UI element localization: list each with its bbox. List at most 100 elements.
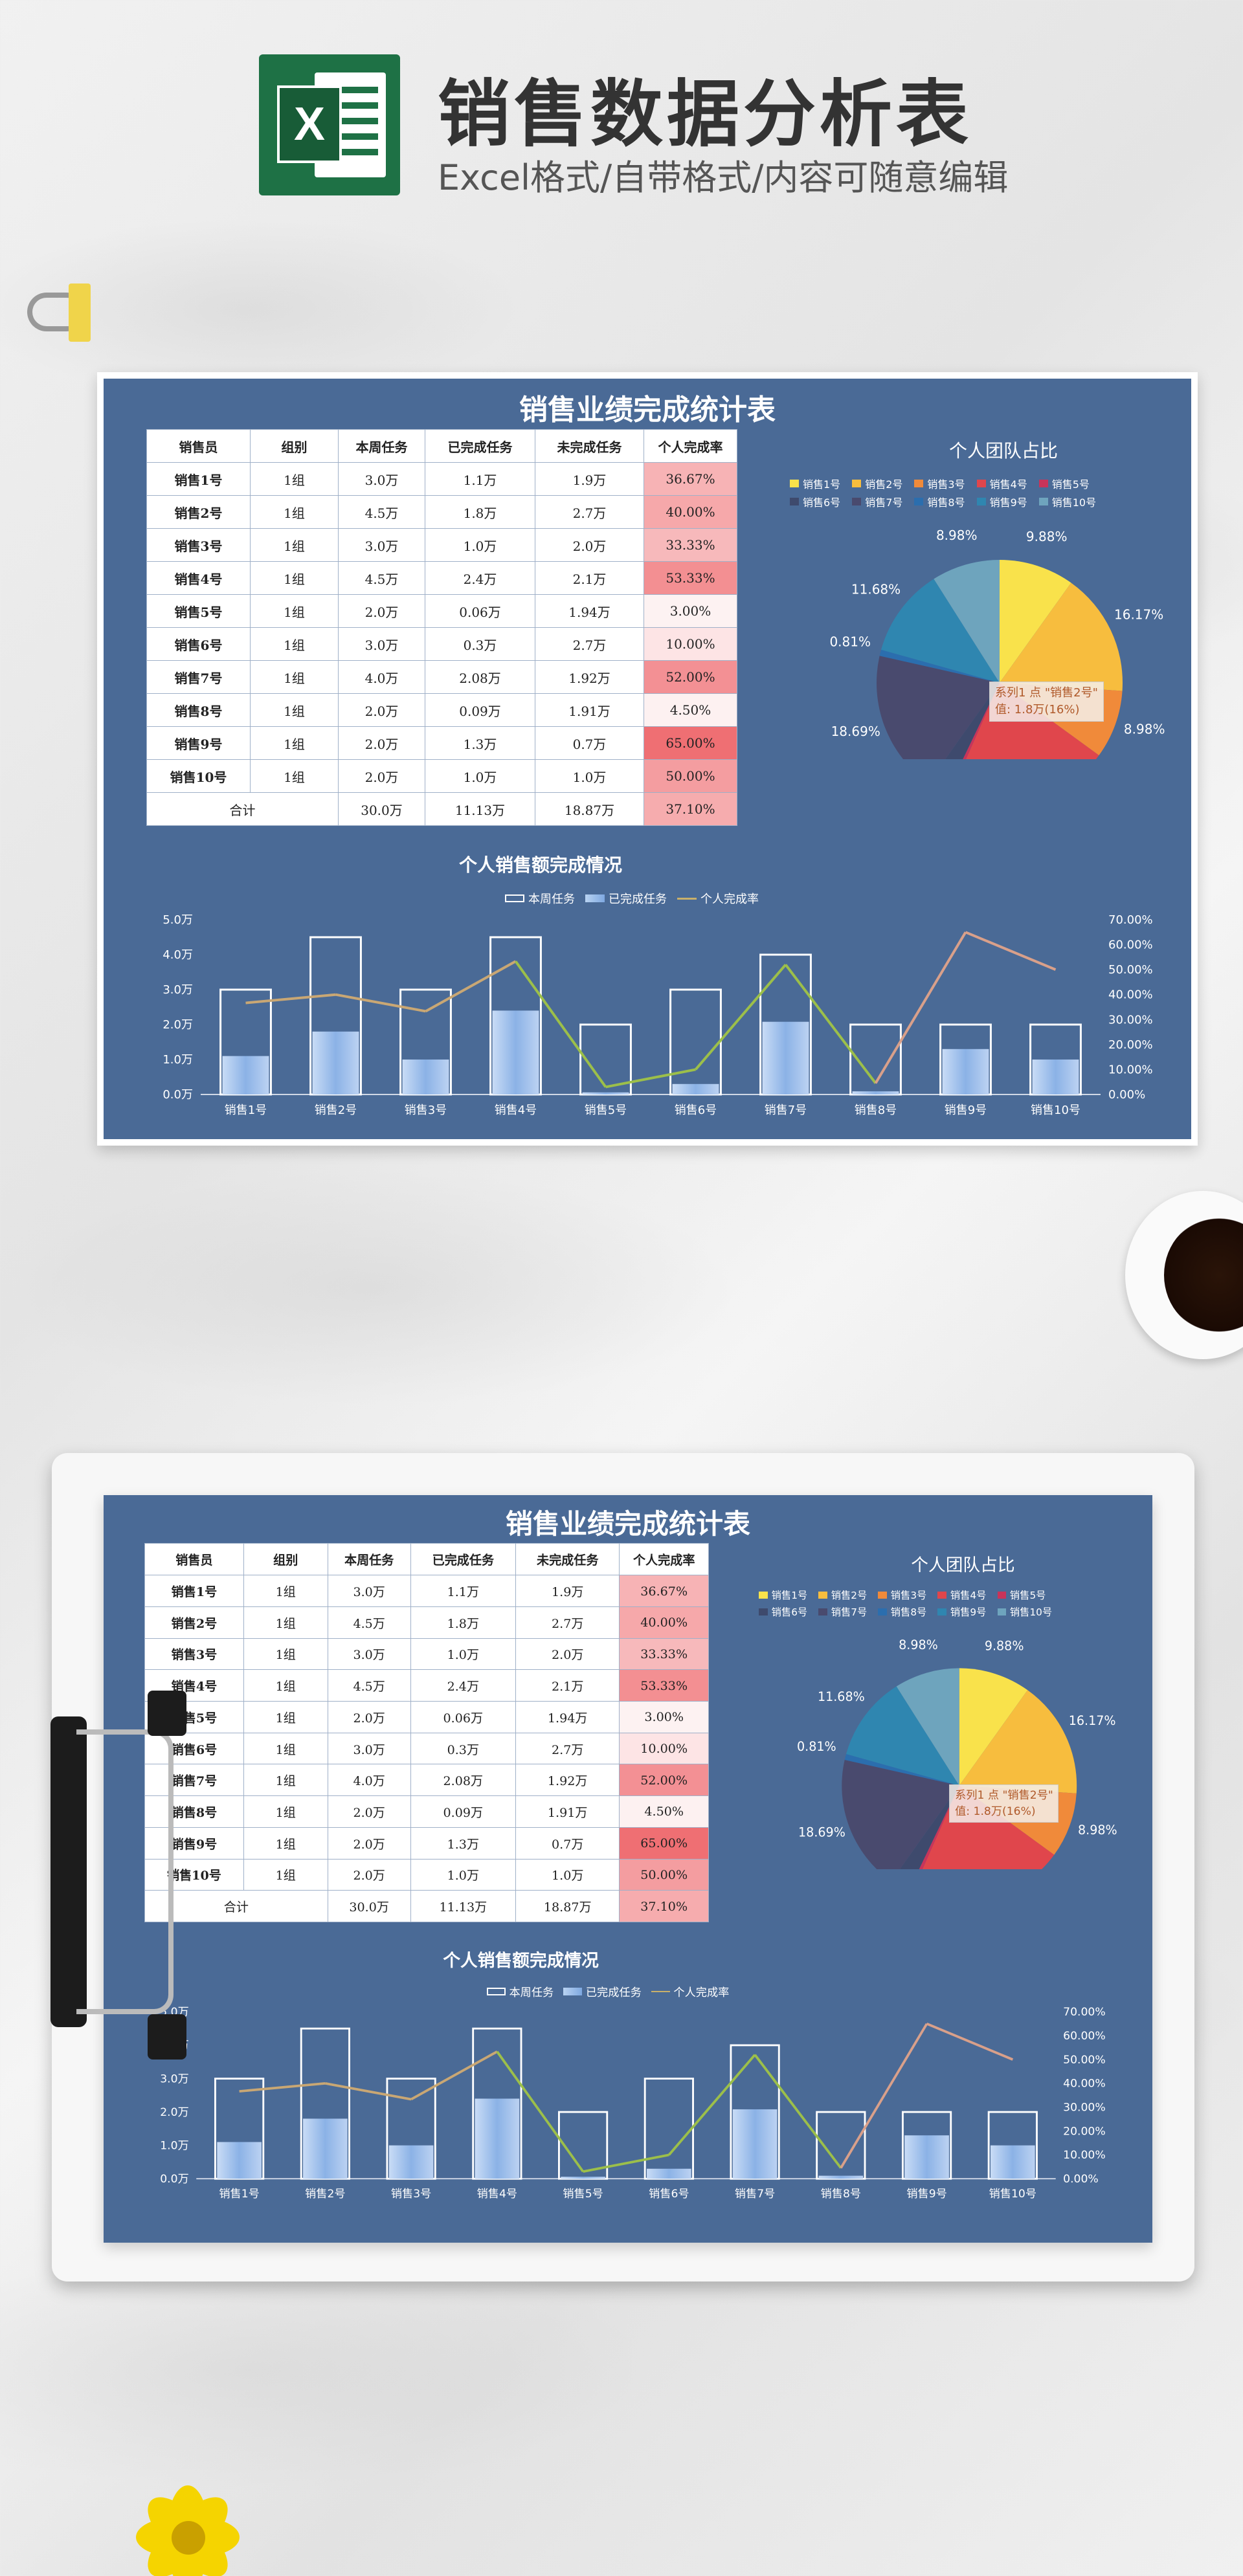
x-tick-label: 销售5号: [563, 2188, 603, 2201]
table-header-cell: 未完成任务: [535, 429, 644, 463]
table-cell: 1组: [243, 1575, 328, 1607]
table-cell: 1.0万: [410, 1638, 517, 1671]
table-cell: 2.0万: [338, 759, 425, 793]
table-header-cell: 本周任务: [327, 1543, 411, 1576]
table-total-cell: 37.10%: [644, 792, 737, 826]
table-cell: 1组: [243, 1732, 328, 1765]
tooltip-line: 值: 1.8万(16%): [955, 1804, 1036, 1818]
table-cell: 65.00%: [644, 726, 737, 760]
table-cell: 1.1万: [425, 462, 535, 496]
table-header-cell: 组别: [243, 1543, 328, 1576]
legend-swatch: [878, 1608, 887, 1616]
table-cell: 销售6号: [146, 627, 251, 661]
table-row: 销售6号 1组 3.0万 0.3万 2.7万 10.00%: [146, 627, 737, 661]
completed-bar: [561, 2177, 605, 2179]
table-row: 销售9号 1组 2.0万 1.3万 0.7万 65.00%: [146, 726, 737, 760]
bar-chart: 0.0万1.0万2.0万3.0万4.0万5.0万0.00%10.00%20.00…: [160, 2006, 1105, 2201]
table-cell: 1.91万: [535, 693, 644, 727]
legend-swatch: [790, 480, 799, 487]
table-cell: 36.67%: [619, 1575, 709, 1607]
x-tick-label: 销售1号: [225, 1104, 267, 1117]
y-tick-label: 2.0万: [160, 2106, 189, 2119]
dashboard-panel-bottom: 销售业绩完成统计表 销售员 组别 本周任务 已完成任务 未完成任务 个人完成率 销售1号 1组 3…: [104, 1495, 1152, 2243]
legend-label: 个人完成率: [673, 1986, 730, 2000]
completed-bar: [217, 2142, 262, 2179]
rate-line-segment: [425, 960, 517, 1013]
table-cell: 4.50%: [619, 1795, 709, 1828]
legend-label: 销售5号: [1051, 478, 1090, 491]
table-cell: 1.92万: [515, 1764, 620, 1797]
table-header-cell: 个人完成率: [619, 1543, 709, 1576]
table-cell: 4.50%: [644, 693, 737, 727]
y2-tick-label: 50.00%: [1108, 963, 1153, 977]
table-total-cell: 18.87万: [515, 1890, 620, 1922]
pie-legend-item: 销售10号: [997, 1604, 1052, 1619]
legend-swatch: [852, 480, 862, 487]
table-cell: 1.94万: [535, 594, 644, 628]
table-header-cell: 销售员: [144, 1543, 244, 1576]
x-tick-label: 销售3号: [405, 1104, 447, 1117]
table-cell: 销售2号: [146, 495, 251, 529]
completed-bar: [492, 1010, 539, 1094]
bar-chart: 0.0万1.0万2.0万3.0万4.0万5.0万0.00%10.00%20.00…: [162, 913, 1153, 1117]
table-total-cell: 30.0万: [338, 792, 425, 826]
legend-label: 销售6号: [771, 1606, 808, 1619]
table-cell: 2.0万: [338, 693, 425, 727]
table-cell: 0.7万: [515, 1827, 620, 1860]
table-total-cell: 37.10%: [619, 1890, 709, 1922]
bar-legend: 本周任务 已完成任务 个人完成率: [505, 890, 759, 907]
table-cell: 销售3号: [144, 1638, 244, 1671]
y-tick-label: 2.0万: [162, 1018, 193, 1032]
pie-legend-item: 销售2号: [818, 1588, 867, 1602]
table-cell: 销售8号: [146, 693, 251, 727]
pie-legend-item: 销售2号: [852, 476, 902, 491]
x-tick-label: 销售10号: [1031, 1104, 1081, 1117]
legend-swatch: [1038, 480, 1048, 487]
table-cell: 4.5万: [338, 561, 425, 595]
legend-swatch: [878, 1591, 887, 1599]
table-row: 销售6号 1组 3.0万 0.3万 2.7万 10.00%: [144, 1732, 709, 1765]
pie-slice: [844, 1754, 959, 1786]
pie-legend-item: 销售4号: [976, 476, 1027, 491]
y-tick-label: 4.0万: [162, 948, 193, 962]
table-row: 销售2号 1组 4.5万 1.8万 2.7万 40.00%: [144, 1606, 709, 1639]
binder-clip-icon: [50, 1691, 186, 2060]
table-row: 销售3号 1组 3.0万 1.0万 2.0万 33.33%: [144, 1638, 709, 1671]
pie-legend-item: 销售6号: [790, 494, 840, 509]
table-row: 销售5号 1组 2.0万 0.06万 1.94万 3.00%: [146, 594, 737, 628]
completed-bar: [904, 2135, 949, 2179]
legend-swatch: [818, 1591, 827, 1599]
completed-bar: [402, 1060, 449, 1094]
bar-legend-item: 已完成任务: [585, 890, 667, 907]
table-cell: 1组: [243, 1606, 328, 1639]
rate-line-segment: [874, 931, 967, 1084]
table-total-cell: 30.0万: [327, 1890, 411, 1922]
y-tick-label: 3.0万: [162, 983, 193, 997]
table-cell: 0.09万: [425, 693, 535, 727]
legend-swatch: [505, 894, 524, 902]
y2-tick-label: 30.00%: [1108, 1013, 1153, 1027]
pie-data-label: 16.17%: [1114, 607, 1163, 623]
pie-legend-item: 销售3号: [914, 476, 965, 491]
table-cell: 2.1万: [515, 1669, 620, 1702]
table-row: 销售3号 1组 3.0万 1.0万 2.0万 33.33%: [146, 528, 737, 562]
table-cell: 36.67%: [644, 462, 737, 496]
completed-bar: [388, 2145, 434, 2179]
legend-swatch: [914, 480, 924, 487]
table-cell: 2.0万: [515, 1638, 620, 1671]
table-cell: 1.3万: [410, 1827, 517, 1860]
table-cell: 0.7万: [535, 726, 644, 760]
table-cell: 33.33%: [619, 1638, 709, 1671]
pie-slice: [879, 649, 1000, 683]
legend-label: 销售1号: [803, 478, 841, 491]
table-cell: 33.33%: [644, 528, 737, 562]
rate-line-segment: [496, 2050, 585, 2173]
y-tick-label: 0.0万: [160, 2173, 189, 2186]
legend-label: 销售1号: [771, 1590, 808, 1602]
table-cell: 0.09万: [410, 1795, 517, 1828]
pie-tooltip: 系列1 点 "销售2号" 值: 1.8万(16%): [989, 682, 1104, 722]
bar-legend-item: 已完成任务: [563, 1983, 642, 1999]
bar-chart-title: 个人销售额完成情况: [443, 1951, 599, 1971]
legend-swatch: [563, 1988, 583, 1995]
table-cell: 1组: [250, 528, 339, 562]
